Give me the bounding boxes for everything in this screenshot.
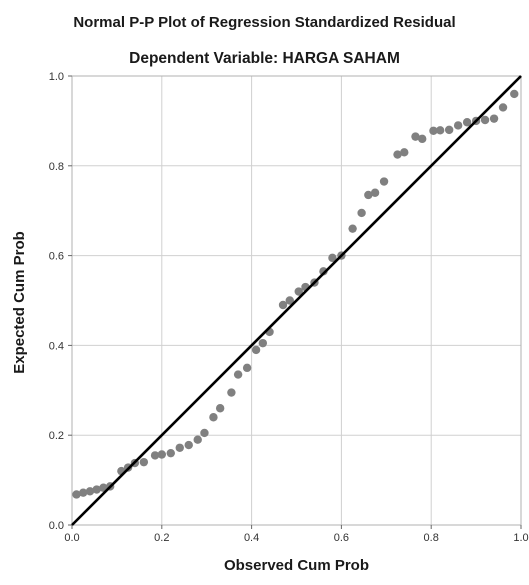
y-axis-ticks: 0.0 0.2 0.4 0.6 0.8 1.0 — [49, 71, 72, 532]
x-tick-label: 0.2 — [154, 532, 169, 544]
data-point — [278, 300, 288, 310]
x-tick-label: 0.4 — [244, 532, 259, 544]
data-point — [184, 440, 193, 450]
data-point — [92, 485, 101, 494]
data-point — [364, 190, 373, 200]
data-point — [233, 370, 243, 379]
data-point — [227, 388, 236, 397]
data-point — [328, 253, 337, 263]
data-point — [498, 103, 508, 112]
y-tick-label: 0.4 — [49, 340, 64, 352]
y-tick-label: 0.8 — [49, 161, 64, 173]
y-tick-label: 0.6 — [49, 251, 64, 263]
data-point — [215, 404, 225, 413]
data-point — [139, 457, 149, 467]
data-point — [510, 89, 519, 99]
x-axis-label: Observed Cum Prob — [224, 557, 369, 574]
data-point — [166, 448, 175, 458]
data-point — [209, 413, 218, 422]
data-point — [193, 435, 202, 444]
data-point — [411, 132, 420, 141]
data-point — [480, 115, 490, 125]
x-axis-ticks: 0.0 0.2 0.4 0.6 0.8 1.0 — [64, 525, 529, 544]
x-tick-label: 0.6 — [334, 532, 349, 544]
reference-line — [71, 75, 522, 526]
data-point — [453, 121, 463, 130]
data-point — [418, 134, 427, 144]
data-point — [294, 287, 303, 296]
data-point — [175, 443, 184, 452]
data-point — [79, 488, 88, 497]
chart-title: Normal P-P Plot of Regression Standardiz… — [73, 14, 456, 31]
data-point — [489, 114, 499, 123]
grid-lines — [72, 76, 521, 525]
y-tick-label: 0.0 — [49, 520, 64, 532]
data-point — [400, 148, 409, 157]
data-point — [348, 224, 357, 233]
x-tick-label: 0.8 — [424, 532, 439, 544]
x-tick-label: 0.0 — [64, 532, 79, 544]
data-point — [150, 451, 160, 460]
chart-subtitle: Dependent Variable: HARGA SAHAM — [129, 50, 400, 67]
y-tick-label: 1.0 — [49, 71, 64, 83]
data-point — [370, 188, 380, 197]
data-point — [462, 118, 472, 127]
data-point — [72, 490, 81, 499]
data-point — [242, 363, 252, 373]
data-point — [435, 126, 445, 135]
data-point — [393, 150, 402, 159]
data-point — [200, 428, 209, 438]
x-tick-label: 1.0 — [513, 532, 528, 544]
data-point — [429, 126, 438, 135]
data-points — [72, 89, 519, 499]
plot-frame — [71, 75, 522, 526]
data-point — [379, 177, 389, 186]
data-point — [258, 338, 268, 348]
y-axis-label: Expected Cum Prob — [11, 231, 28, 374]
data-point — [444, 125, 454, 135]
data-point — [157, 450, 166, 459]
data-point — [85, 487, 95, 496]
y-tick-label: 0.2 — [49, 430, 64, 442]
data-point — [285, 296, 294, 305]
data-point — [319, 267, 328, 276]
data-point — [251, 345, 261, 355]
data-point — [357, 208, 366, 218]
